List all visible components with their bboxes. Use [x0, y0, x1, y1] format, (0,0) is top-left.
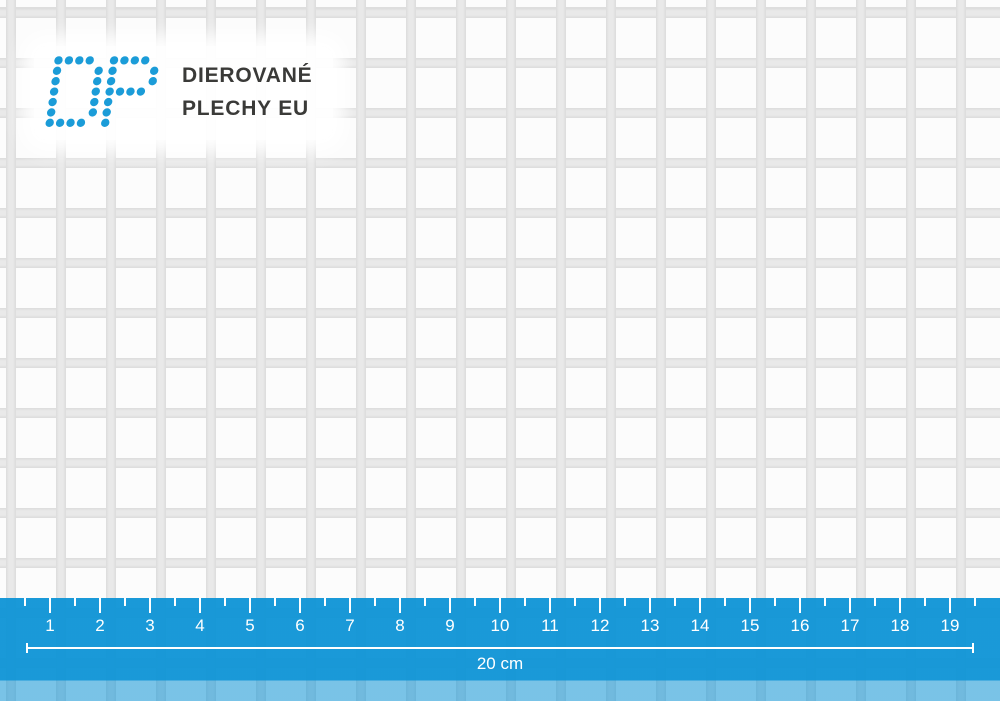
ruler-tick-label: 8	[395, 616, 405, 635]
ruler-tick-cm	[949, 598, 951, 613]
ruler-tick-half-cm	[424, 598, 426, 606]
ruler-tick-cm	[349, 598, 351, 613]
ruler-tick-half-cm	[524, 598, 526, 606]
ruler-tick-label: 16	[790, 616, 810, 635]
ruler-tick-label: 12	[590, 616, 610, 635]
ruler-tick-label: 17	[840, 616, 860, 635]
brand-line2: PLECHY EU	[182, 97, 310, 120]
ruler-tick-label: 13	[640, 616, 660, 635]
ruler-tick-label: 18	[890, 616, 910, 635]
ruler-tick-half-cm	[174, 598, 176, 606]
ruler-tick-cm	[399, 598, 401, 613]
ruler-tick-label: 14	[690, 616, 710, 635]
ruler-tick-cm	[149, 598, 151, 613]
ruler-tick-half-cm	[674, 598, 676, 606]
ruler-tick-half-cm	[74, 598, 76, 606]
dp-dots-logo	[45, 56, 159, 128]
ruler-span-line	[26, 643, 974, 653]
ruler-tick-half-cm	[224, 598, 226, 606]
brand-line1: DIEROVANÉ	[182, 64, 313, 88]
measurement-ruler: 1 2 3 4 5 6 7 8 9 10 11 12 13 14 15 16 17 18 19 20 cm	[0, 598, 1000, 701]
ruler-tick-cm	[99, 598, 101, 613]
ruler-tick-label: 19	[940, 616, 960, 635]
ruler-tick-half-cm	[874, 598, 876, 606]
ruler-tick-half-cm	[974, 598, 976, 606]
ruler-tick-label: 2	[95, 616, 105, 635]
ruler-tick-label: 4	[195, 616, 205, 635]
ruler-tick-label: 5	[245, 616, 255, 635]
ruler-total-label: 20 cm	[476, 654, 524, 673]
ruler-tick-cm	[249, 598, 251, 613]
brand-logo: DIEROVANÉ PLECHY EU	[34, 46, 333, 140]
ruler-tick-half-cm	[374, 598, 376, 606]
ruler-tick-cm	[799, 598, 801, 613]
ruler-tick-half-cm	[824, 598, 826, 606]
ruler-tick-label: 10	[490, 616, 510, 635]
ruler-tick-half-cm	[924, 598, 926, 606]
ruler-tick-cm	[49, 598, 51, 613]
ruler-tick-label: 6	[295, 616, 305, 635]
ruler-tick-label: 7	[345, 616, 355, 635]
ruler-tick-label: 15	[740, 616, 760, 635]
ruler-tick-label: 11	[541, 616, 559, 635]
ruler-ticks: 1 2 3 4 5 6 7 8 9 10 11 12 13 14 15 16 17 18 19	[0, 598, 1000, 701]
ruler-tick-cm	[899, 598, 901, 613]
ruler-tick-cm	[599, 598, 601, 613]
ruler-tick-half-cm	[474, 598, 476, 606]
ruler-tick-cm	[199, 598, 201, 613]
ruler-tick-cm	[549, 598, 551, 613]
ruler-tick-cm	[849, 598, 851, 613]
ruler-tick-cm	[449, 598, 451, 613]
ruler-tick-cm	[749, 598, 751, 613]
ruler-tick-cm	[299, 598, 301, 613]
ruler-tick-cm	[699, 598, 701, 613]
ruler-tick-half-cm	[724, 598, 726, 606]
ruler-tick-label: 3	[145, 616, 155, 635]
brand-text: DIEROVANÉ PLECHY EU	[182, 60, 313, 125]
ruler-tick-label: 1	[45, 616, 55, 635]
ruler-tick-half-cm	[24, 598, 26, 606]
ruler-tick-half-cm	[774, 598, 776, 606]
ruler-tick-half-cm	[124, 598, 126, 606]
ruler-tick-half-cm	[274, 598, 276, 606]
ruler-tick-cm	[499, 598, 501, 613]
ruler-tick-cm	[649, 598, 651, 613]
ruler-tick-half-cm	[624, 598, 626, 606]
ruler-tick-half-cm	[574, 598, 576, 606]
ruler-tick-half-cm	[324, 598, 326, 606]
ruler-tick-label: 9	[445, 616, 455, 635]
